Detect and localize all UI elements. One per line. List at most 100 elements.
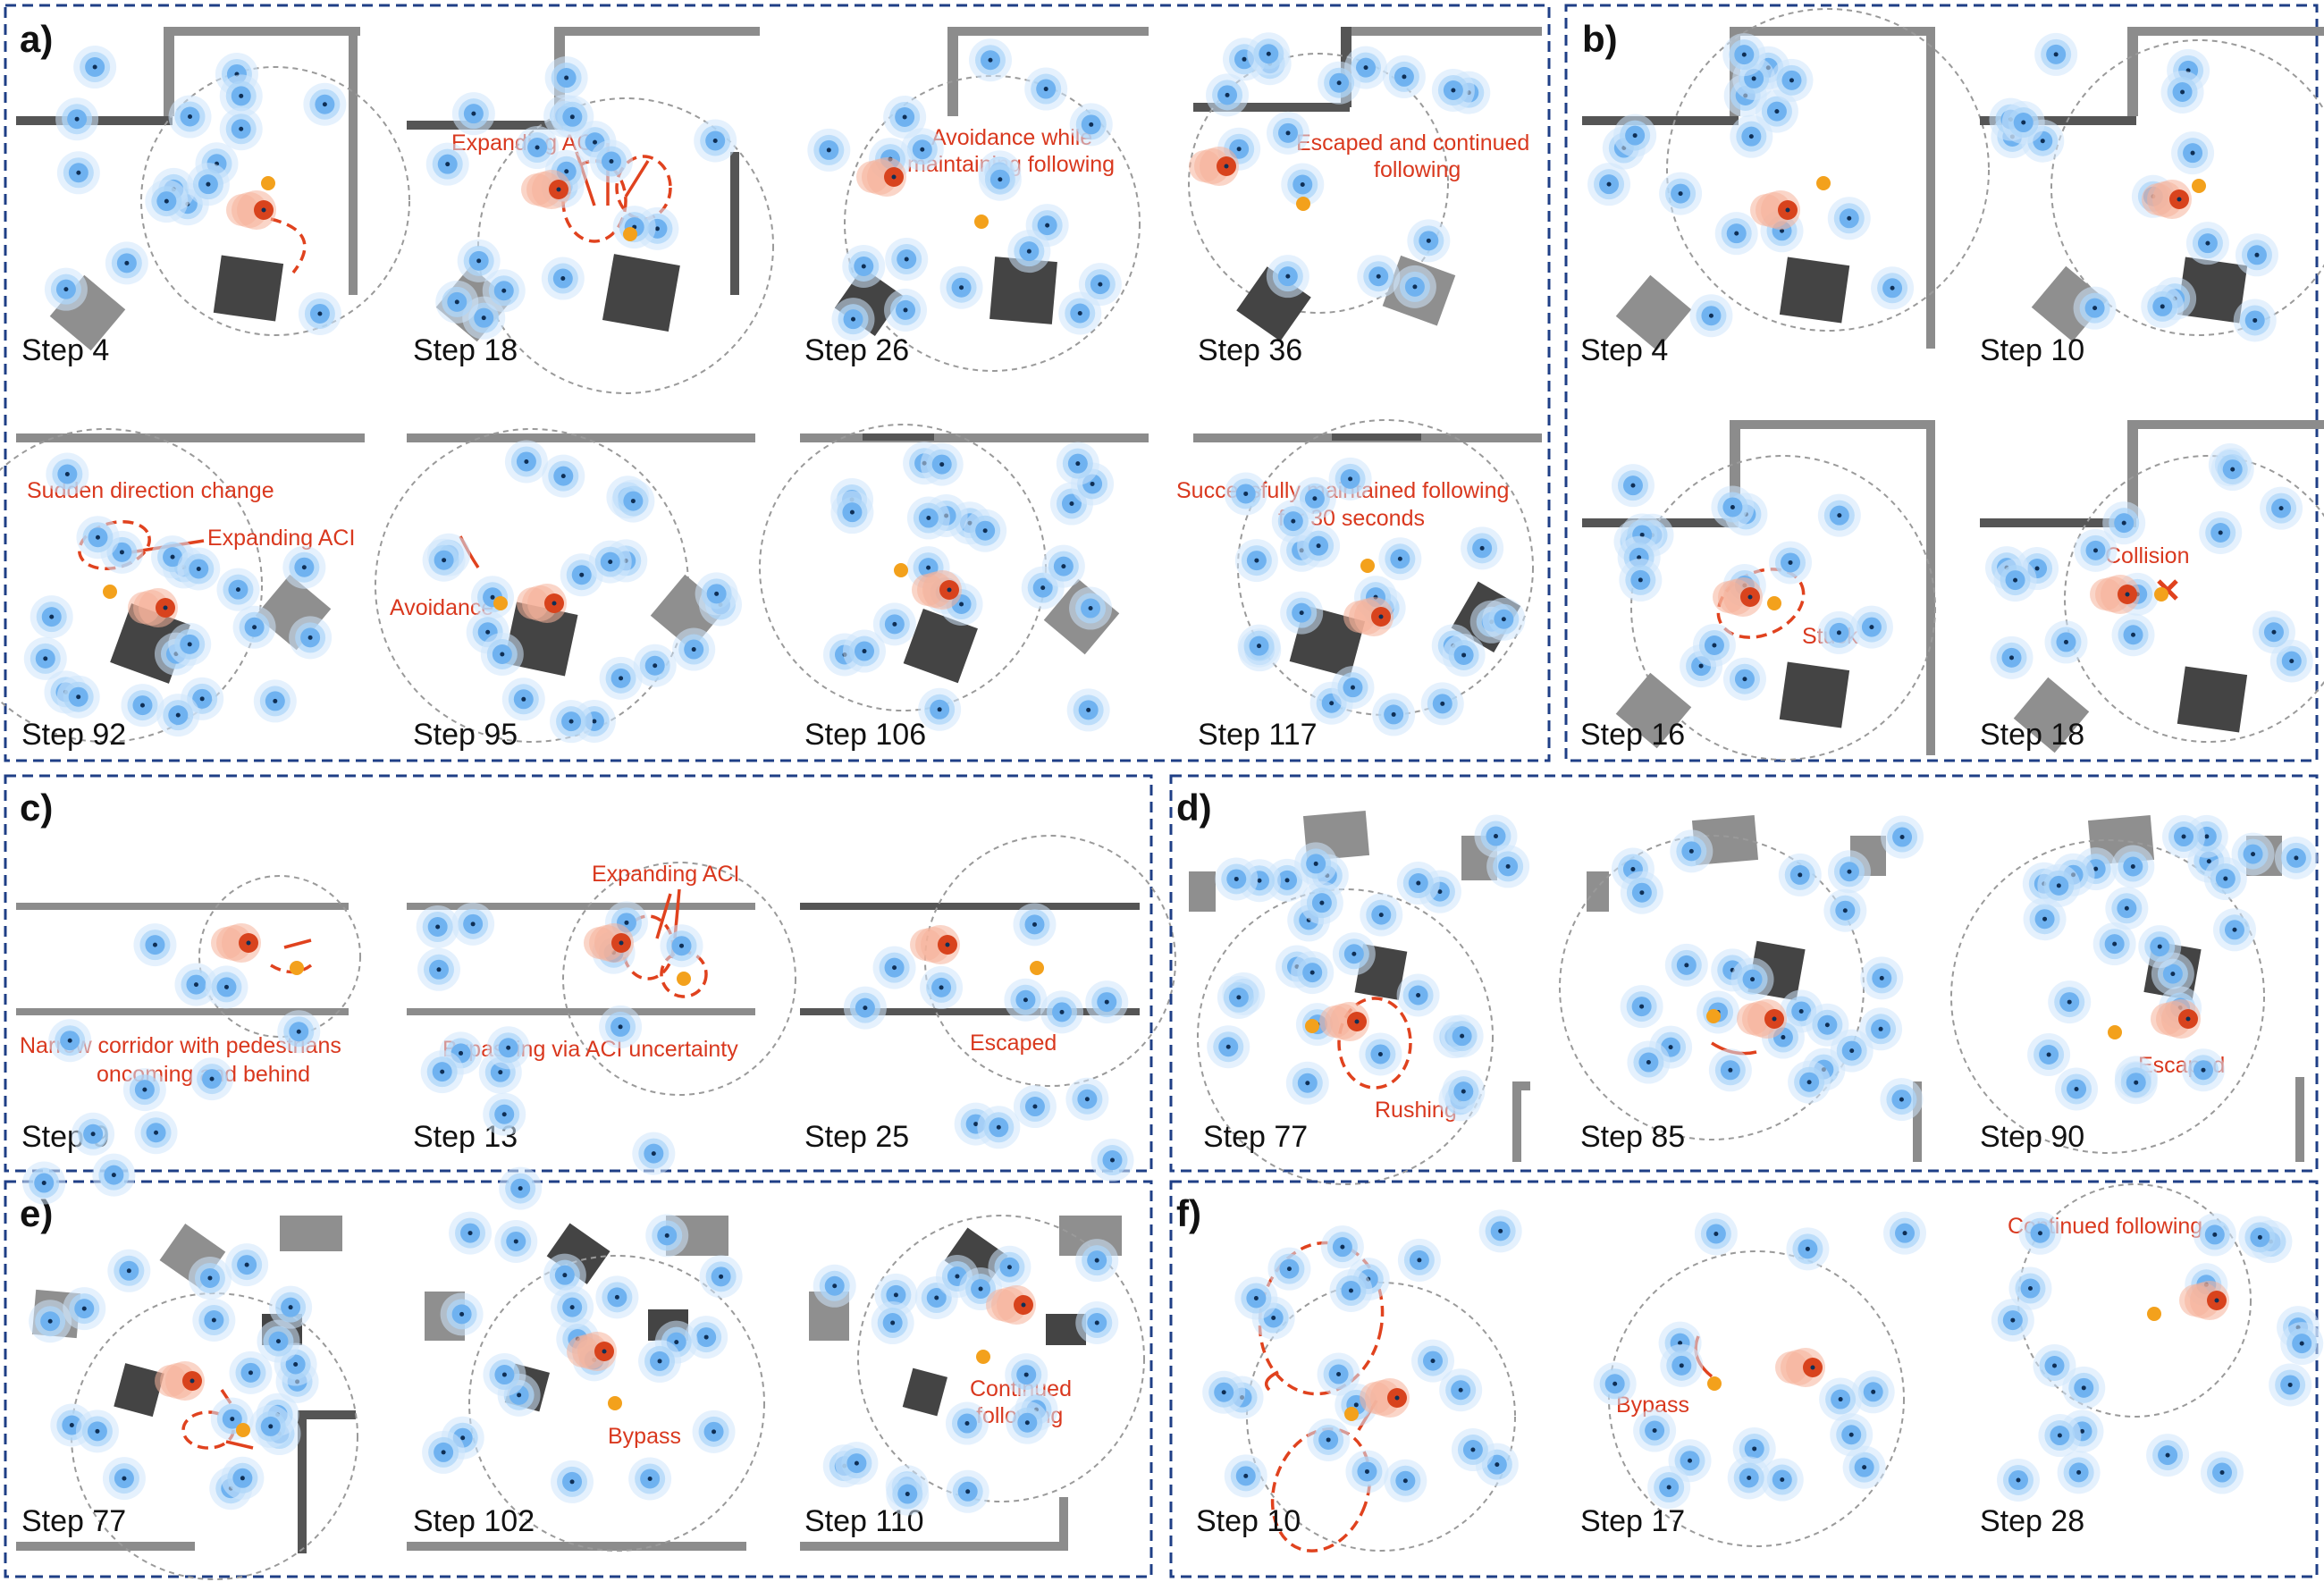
pedestrian-marker-icon — [2171, 131, 2215, 175]
pedestrian-marker-icon — [1817, 610, 1861, 654]
pedestrian-marker-icon — [599, 1005, 643, 1048]
robot-marker-icon — [1189, 147, 1239, 186]
pedestrian-marker-icon — [1397, 1238, 1441, 1282]
pedestrian-marker-icon — [168, 622, 212, 666]
pedestrian-marker-icon — [1294, 842, 1338, 886]
pedestrian-marker-icon — [672, 627, 716, 671]
pedestrian-marker-icon — [44, 267, 88, 311]
pedestrian-marker-icon — [831, 298, 875, 341]
pedestrian-marker-icon — [906, 496, 950, 540]
pedestrian-marker-icon — [2138, 925, 2182, 969]
panel-c-border — [4, 774, 1153, 1173]
target-person-icon — [1706, 1009, 1721, 1023]
pedestrian-marker-icon — [1817, 493, 1861, 537]
annotation: Expanding ACI — [207, 526, 355, 551]
pedestrian-marker-icon — [1860, 956, 1904, 1000]
step-label: Step 25 — [804, 1120, 909, 1154]
pedestrian-marker-icon — [918, 687, 962, 731]
pedestrian-marker-icon — [2027, 1032, 2071, 1076]
pedestrian-marker-icon — [105, 241, 148, 285]
pedestrian-marker-icon — [1439, 1368, 1483, 1412]
pedestrian-marker-icon — [1267, 111, 1310, 155]
robot-marker-icon — [2151, 999, 2201, 1039]
target-person-icon — [290, 961, 304, 975]
panel-f-letter: f) — [1176, 1192, 1201, 1234]
pedestrian-marker-icon — [1328, 457, 1372, 501]
pedestrian-marker-icon — [2074, 528, 2118, 572]
pedestrian-marker-icon — [2269, 1363, 2312, 1407]
target-person-icon — [623, 227, 637, 241]
pedestrian-marker-icon — [499, 1166, 543, 1210]
pedestrian-marker-icon — [871, 1301, 914, 1345]
pedestrian-marker-icon — [1329, 1268, 1373, 1312]
pedestrian-marker-icon — [1871, 266, 1915, 310]
pedestrian-marker-icon — [1990, 635, 2034, 679]
pedestrian-marker-icon — [1830, 1413, 1874, 1457]
pedestrian-marker-icon — [813, 1264, 856, 1308]
pedestrian-marker-icon — [1285, 1061, 1329, 1105]
pedestrian-marker-icon — [2146, 1434, 2190, 1477]
pedestrian-marker-icon — [1880, 1078, 1924, 1122]
pedestrian-marker-icon — [257, 1319, 300, 1363]
pedestrian-marker-icon — [1727, 1456, 1771, 1500]
pedestrian-marker-icon — [920, 442, 964, 486]
annotation: Expanding ACI — [592, 862, 739, 887]
pedestrian-marker-icon — [1291, 951, 1335, 995]
pedestrian-marker-icon — [1069, 103, 1113, 147]
pedestrian-marker-icon — [2038, 1414, 2082, 1458]
pedestrian-marker-icon — [1778, 853, 1822, 896]
step-label: Step 4 — [1580, 333, 1668, 367]
pedestrian-marker-icon — [542, 454, 585, 498]
pedestrian-marker-icon — [1830, 1029, 1874, 1073]
pedestrian-marker-icon — [1411, 1339, 1455, 1383]
pedestrian-marker-icon — [1006, 1401, 1049, 1444]
pedestrian-marker-icon — [289, 616, 333, 660]
frame-b4 — [1980, 420, 2324, 753]
pedestrian-marker-icon — [1849, 605, 1893, 649]
panel-b-letter: b) — [1582, 18, 1618, 60]
step-label: Step 92 — [21, 718, 126, 752]
pedestrian-marker-icon — [1587, 163, 1631, 206]
pedestrian-marker-icon — [440, 1292, 484, 1336]
pedestrian-marker-icon — [422, 538, 466, 582]
aci-ring — [140, 66, 410, 336]
step-label: Step 10 — [1980, 333, 2084, 367]
pedestrian-marker-icon — [186, 163, 230, 206]
panel-e-border — [4, 1180, 1153, 1578]
pedestrian-marker-icon — [1384, 1459, 1427, 1502]
robot-marker-icon — [584, 923, 634, 963]
pedestrian-marker-icon — [1689, 294, 1733, 338]
pedestrian-marker-icon — [1711, 485, 1755, 529]
step-label: Step 28 — [1980, 1504, 2084, 1538]
pedestrian-marker-icon — [692, 1409, 736, 1453]
pedestrian-marker-icon — [1420, 682, 1464, 726]
robot-marker-icon — [226, 190, 276, 230]
pedestrian-marker-icon — [1786, 1227, 1830, 1271]
robot-marker-icon — [912, 570, 962, 610]
pedestrian-marker-icon — [835, 1442, 879, 1485]
pedestrian-marker-icon — [1237, 624, 1281, 668]
pedestrian-marker-icon — [1620, 985, 1663, 1029]
annotation: Bypass — [608, 1424, 681, 1449]
robot-marker-icon — [1750, 190, 1800, 230]
pedestrian-marker-icon — [1722, 657, 1766, 701]
target-person-icon — [1305, 1019, 1319, 1033]
pedestrian-marker-icon — [133, 923, 177, 967]
target-person-icon — [236, 1423, 250, 1437]
robot-marker-icon — [211, 923, 261, 963]
pedestrian-marker-icon — [2111, 613, 2155, 657]
pedestrian-marker-icon — [1627, 1040, 1671, 1084]
robot-marker-icon — [986, 1285, 1036, 1325]
step-label: Step 36 — [1198, 333, 1302, 367]
step-label: Step 18 — [413, 333, 518, 367]
pedestrian-marker-icon — [1066, 688, 1110, 732]
pedestrian-marker-icon — [2114, 1061, 2158, 1105]
pedestrian-marker-icon — [483, 1092, 526, 1136]
pedestrian-marker-icon — [48, 1019, 92, 1063]
pedestrian-marker-icon — [422, 1430, 466, 1474]
pedestrian-marker-icon — [2018, 1211, 2062, 1255]
pedestrian-marker-icon — [2238, 1216, 2282, 1259]
pedestrian-marker-icon — [22, 1161, 66, 1205]
pedestrian-marker-icon — [1280, 591, 1324, 635]
annotation: Escaped — [970, 1031, 1057, 1056]
